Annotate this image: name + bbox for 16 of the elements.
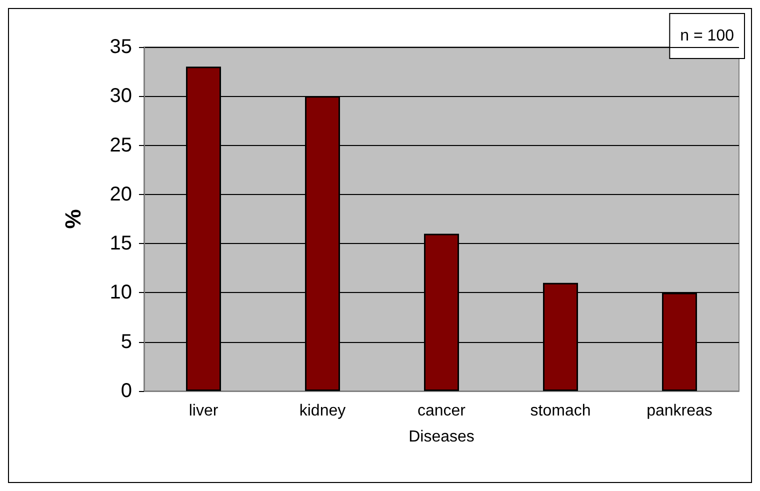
x-tick-label: kidney [299, 402, 346, 420]
x-tick-label: pankreas [646, 402, 712, 420]
y-tick-label: 15 [110, 232, 132, 255]
y-tick-label: 5 [120, 330, 132, 353]
x-axis-title: Diseases [408, 428, 474, 446]
y-axis-title: % [60, 209, 86, 229]
y-tick-label: 30 [110, 85, 132, 108]
x-tick-label: liver [188, 402, 219, 420]
y-tick-label: 20 [110, 183, 132, 206]
y-tick-label: 25 [110, 134, 132, 156]
y-tick-label: 0 [120, 380, 132, 402]
x-tick-label: stomach [530, 402, 591, 420]
y-tick-label: 35 [110, 36, 132, 58]
x-tick-label: cancer [417, 402, 466, 420]
y-tick-label: 10 [110, 282, 132, 304]
text: n = 100 [680, 28, 734, 44]
